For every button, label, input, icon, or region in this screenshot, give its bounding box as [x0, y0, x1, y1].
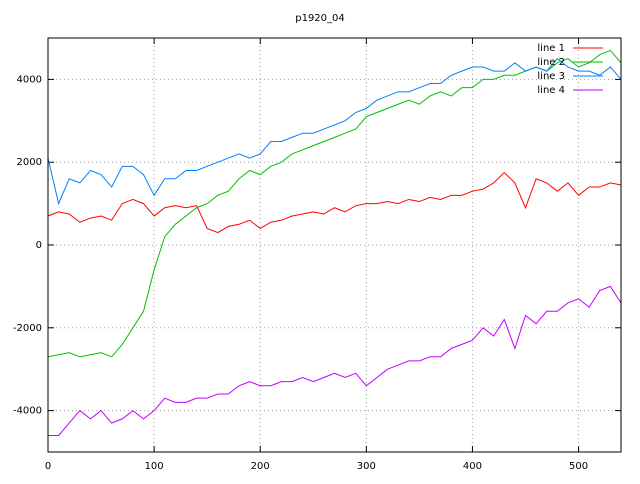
data-line	[48, 285, 622, 436]
legend-label: line 3	[537, 71, 565, 82]
y-tick-label: -4000	[13, 406, 42, 417]
legend-label: line 2	[537, 57, 565, 68]
y-tick-label: 2000	[17, 157, 42, 168]
y-tick-label: 4000	[17, 74, 42, 85]
legend-label: line 1	[537, 43, 565, 54]
x-tick-label: 100	[145, 461, 164, 472]
x-tick-label: 400	[463, 461, 482, 472]
plot-border	[47, 37, 622, 453]
x-tick-label: 500	[569, 461, 588, 472]
chart-title: p1920_04	[295, 13, 345, 24]
data-line	[47, 58, 622, 206]
y-tick-label: 0	[36, 240, 42, 251]
x-tick-label: 0	[45, 461, 51, 472]
legend-label: line 4	[537, 85, 565, 96]
data-line	[47, 171, 622, 234]
x-tick-label: 200	[251, 461, 270, 472]
y-tick-label: -2000	[13, 323, 42, 334]
x-tick-label: 300	[357, 461, 376, 472]
